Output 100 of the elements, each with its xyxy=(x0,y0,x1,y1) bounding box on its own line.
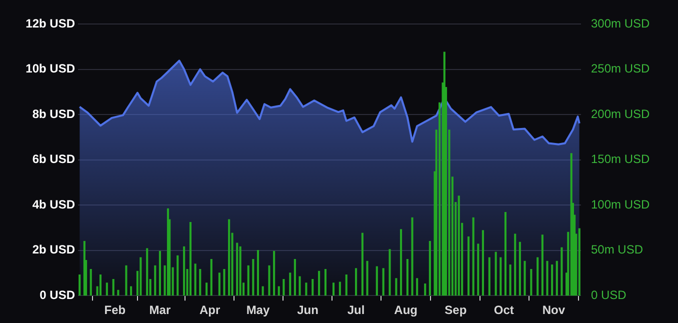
bar xyxy=(262,286,264,296)
bar xyxy=(494,252,497,296)
bar xyxy=(509,264,512,296)
bar xyxy=(125,265,128,296)
bar xyxy=(256,250,260,296)
bar xyxy=(578,228,580,296)
bar xyxy=(90,269,92,296)
bar xyxy=(99,274,102,296)
bar xyxy=(395,278,398,296)
bar xyxy=(236,242,238,296)
y2-tick-label: 300m USD xyxy=(591,16,650,30)
y-tick-label: 0 USD xyxy=(40,288,76,302)
y-tick-label: 6b USD xyxy=(32,152,76,166)
x-tick-label: Jul xyxy=(347,303,365,318)
bar xyxy=(504,212,506,296)
bar xyxy=(411,217,414,296)
bar xyxy=(518,242,521,296)
x-tick-label: Feb xyxy=(104,303,126,318)
bar xyxy=(106,282,108,296)
bar xyxy=(210,259,212,296)
bar xyxy=(332,282,335,296)
x-tick-label: Oct xyxy=(494,303,514,318)
bar xyxy=(294,259,296,296)
y-tick-label: 12b USD xyxy=(26,16,76,30)
bar xyxy=(477,244,480,296)
bar xyxy=(194,264,196,296)
y2-tick-label: 150m USD xyxy=(591,152,650,166)
y-tick-label: 8b USD xyxy=(32,106,76,121)
bar xyxy=(298,276,301,296)
bar xyxy=(416,278,418,296)
bar xyxy=(546,260,548,296)
bar xyxy=(146,248,148,296)
bar xyxy=(223,269,226,296)
bar xyxy=(324,269,327,296)
bar xyxy=(406,259,408,296)
bar xyxy=(282,278,285,296)
bar xyxy=(247,265,250,296)
bar xyxy=(458,196,460,296)
bar xyxy=(472,217,474,296)
x-tick-label: Apr xyxy=(199,303,220,318)
y-tick-label: 2b USD xyxy=(32,242,76,257)
bar xyxy=(189,222,192,296)
bar xyxy=(382,268,384,296)
bar xyxy=(140,257,142,296)
x-tick-label: May xyxy=(246,303,270,318)
bar xyxy=(551,264,554,296)
bar xyxy=(400,229,402,296)
bar xyxy=(541,234,544,296)
bar xyxy=(199,269,202,296)
bar xyxy=(206,282,208,296)
bar xyxy=(388,249,391,296)
bar xyxy=(158,250,161,296)
bar xyxy=(556,260,558,296)
bar xyxy=(366,260,368,296)
bar xyxy=(514,234,516,296)
bar xyxy=(154,265,156,296)
y2-tick-label: 0 USD xyxy=(591,288,627,302)
bar xyxy=(239,246,242,296)
x-tick-label: Sep xyxy=(444,303,467,318)
bar xyxy=(354,268,358,296)
bar xyxy=(524,260,526,296)
bar xyxy=(252,259,254,296)
bar xyxy=(112,278,114,296)
x-tick-label: Mar xyxy=(149,303,171,318)
bar xyxy=(289,272,292,296)
bar xyxy=(424,284,426,296)
bar xyxy=(117,290,120,296)
bar xyxy=(130,286,132,296)
bar xyxy=(488,257,490,296)
bar xyxy=(361,232,364,296)
bar xyxy=(376,266,378,296)
y-tick-label: 4b USD xyxy=(32,197,76,212)
bar xyxy=(318,270,320,296)
y2-tick-label: 50m USD xyxy=(591,242,644,257)
bar xyxy=(536,257,539,296)
bar xyxy=(560,247,563,296)
y2-tick-label: 200m USD xyxy=(591,106,650,121)
bar xyxy=(530,269,532,296)
bar xyxy=(228,219,230,296)
bar xyxy=(482,230,484,296)
bar xyxy=(183,246,186,296)
bar xyxy=(176,255,179,296)
bar xyxy=(273,250,276,296)
x-tick-label: Nov xyxy=(542,303,566,318)
bar xyxy=(78,274,81,296)
bar xyxy=(218,272,220,296)
bar xyxy=(467,236,470,296)
y2-tick-label: 250m USD xyxy=(591,62,650,76)
x-tick-label: Aug xyxy=(394,303,418,318)
bar xyxy=(500,257,502,296)
x-tick-label: Jun xyxy=(297,303,318,318)
bar xyxy=(278,286,280,296)
y-tick-label: 10b USD xyxy=(26,62,76,76)
bar xyxy=(312,278,314,296)
y2-tick-label: 100m USD xyxy=(591,197,650,212)
bar xyxy=(305,282,308,296)
bar xyxy=(338,282,341,296)
bar xyxy=(268,265,270,296)
bar xyxy=(345,274,348,296)
bar xyxy=(428,240,431,296)
